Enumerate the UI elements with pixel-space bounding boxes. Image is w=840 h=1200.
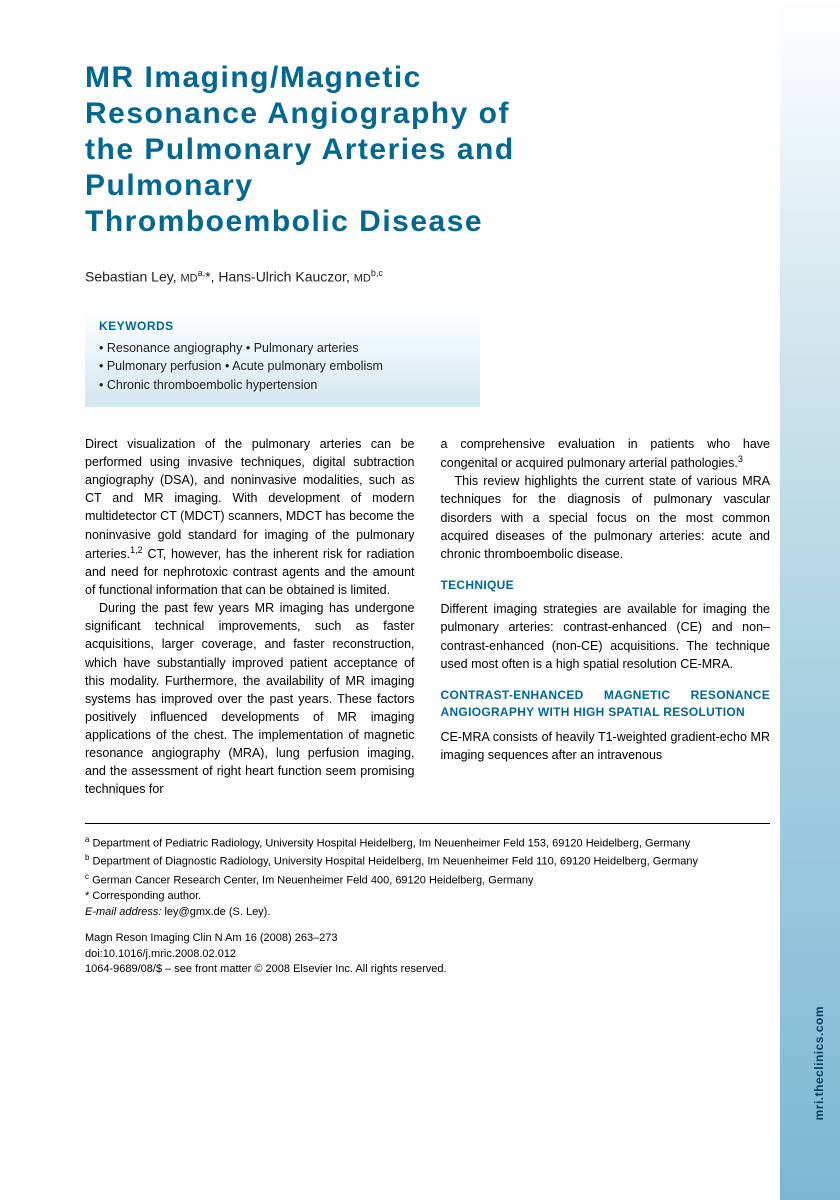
section-cemra-heading: CONTRAST-ENHANCED MAGNETIC RESONANCE ANG…: [441, 687, 771, 722]
keywords-list: • Resonance angiography • Pulmonary arte…: [99, 339, 466, 395]
author-1-name: Sebastian Ley,: [85, 269, 177, 285]
corresponding-author: * Corresponding author.: [85, 889, 770, 905]
intro-para-2: During the past few years MR imaging has…: [85, 599, 415, 798]
keywords-heading: KEYWORDS: [99, 319, 466, 333]
technique-para: Different imaging strategies are availab…: [441, 600, 771, 673]
page-content: MR Imaging/Magnetic Resonance Angiograph…: [0, 0, 840, 1200]
affiliations-block: a Department of Pediatric Radiology, Uni…: [85, 834, 770, 922]
footer-divider: [85, 823, 770, 824]
doi-line: doi:10.1016/j.mric.2008.02.012: [85, 947, 770, 962]
intro-para-3: This review highlights the current state…: [441, 472, 771, 563]
keywords-line-3: • Chronic thromboembolic hypertension: [99, 376, 466, 395]
email-line: E-mail address: ley@gmx.de (S. Ley).: [85, 905, 770, 921]
intro-para-2-cont: a comprehensive evaluation in patients w…: [441, 435, 771, 472]
keywords-box: KEYWORDS • Resonance angiography • Pulmo…: [85, 309, 480, 407]
section-technique-heading: TECHNIQUE: [441, 577, 771, 594]
affiliation-c: c German Cancer Research Center, Im Neue…: [85, 871, 770, 890]
author-line: Sebastian Ley, MDa,*, Hans-Ulrich Kauczo…: [85, 268, 770, 285]
author-2-name: Hans-Ulrich Kauczor,: [218, 269, 350, 285]
author-1-affil-sup: a,: [198, 268, 206, 278]
affiliation-b: b Department of Diagnostic Radiology, Un…: [85, 852, 770, 871]
body-columns: Direct visualization of the pulmonary ar…: [85, 435, 770, 799]
column-left: Direct visualization of the pulmonary ar…: [85, 435, 415, 799]
ref-3: 3: [738, 454, 743, 464]
cemra-para: CE-MRA consists of heavily T1-weighted g…: [441, 728, 771, 764]
citation-block: Magn Reson Imaging Clin N Am 16 (2008) 2…: [85, 931, 770, 977]
copyright-line: 1064-9689/08/$ – see front matter © 2008…: [85, 962, 770, 977]
author-2-degree: MD: [354, 273, 371, 285]
intro-para-1: Direct visualization of the pulmonary ar…: [85, 435, 415, 599]
keywords-line-2: • Pulmonary perfusion • Acute pulmonary …: [99, 357, 466, 376]
column-right: a comprehensive evaluation in patients w…: [441, 435, 771, 799]
ref-1-2: 1,2: [130, 545, 143, 555]
article-title: MR Imaging/Magnetic Resonance Angiograph…: [85, 60, 515, 240]
author-2-affil-sup: b,c: [371, 268, 383, 278]
keywords-line-1: • Resonance angiography • Pulmonary arte…: [99, 339, 466, 358]
affiliation-a: a Department of Pediatric Radiology, Uni…: [85, 834, 770, 853]
journal-citation: Magn Reson Imaging Clin N Am 16 (2008) 2…: [85, 931, 770, 946]
author-1-degree: MD: [180, 273, 197, 285]
